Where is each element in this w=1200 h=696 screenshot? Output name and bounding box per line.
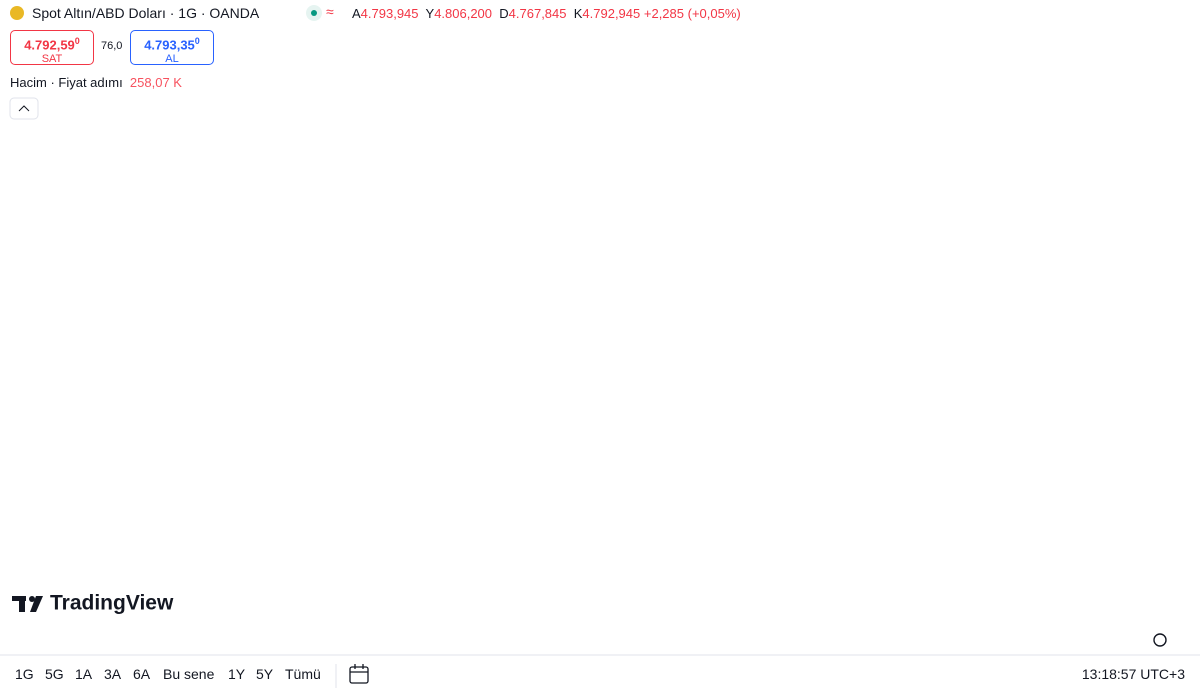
indicator-value: 258,07 K [129,75,182,90]
symbol-title: Spot Altın/ABD Doları · 1G · OANDA [32,5,260,21]
calendar-icon[interactable] [349,664,369,684]
market-dot [311,10,317,16]
ohlc-key: A [352,6,361,21]
ohlc-key: D [499,6,509,21]
approx-icon: ≈ [326,4,334,20]
range-button[interactable]: Bu sene [163,666,215,682]
range-button[interactable]: 6A [133,666,151,682]
ohlc-value: 4.793,945 [360,6,419,21]
buy-label: AL [165,53,179,66]
change: +2,285 (+0,05%) [643,6,741,21]
buy-suffix: 0 [194,36,200,46]
range-button[interactable]: 3A [104,666,122,682]
indicator: Hacim · Fiyat adımı 258,07 K [10,75,182,90]
ohlc: A4.793,945 Y4.806,200 D4.767,845 K4.792,… [352,6,741,21]
sell-label: SAT [41,53,63,66]
ohlc-value: 4.806,200 [434,6,493,21]
spread: 76,0 [101,40,123,52]
ohlc-value: 4.792,945 [582,6,641,21]
tv-logo-icon [12,596,43,612]
settings-icon[interactable] [1153,633,1167,647]
sell-button[interactable]: 4.792,590 SAT [10,30,94,65]
range-button[interactable]: 5Y [256,666,274,682]
range-button[interactable]: 1G [15,666,34,682]
range-button[interactable]: Tümü [285,666,321,682]
sell-suffix: 0 [74,36,80,46]
symbol-icon [10,6,24,20]
logo: TradingView [50,592,174,615]
ohlc-key: K [573,6,583,21]
ohlc-key: Y [425,6,435,21]
buy-button[interactable]: 4.793,350 AL [130,30,214,65]
range-button[interactable]: 1A [75,666,93,682]
ohlc-value: 4.767,845 [508,6,567,21]
clock: 13:18:57 UTC+3 [1081,666,1185,682]
collapse-button[interactable] [9,97,39,120]
indicator-name: Hacim · Fiyat adımı [10,75,123,90]
range-button[interactable]: 5G [45,666,64,682]
sell-price: 4.792,59 [24,37,75,53]
buy-price: 4.793,35 [144,37,195,53]
range-button[interactable]: 1Y [228,666,246,682]
collapse-icon [18,105,30,112]
